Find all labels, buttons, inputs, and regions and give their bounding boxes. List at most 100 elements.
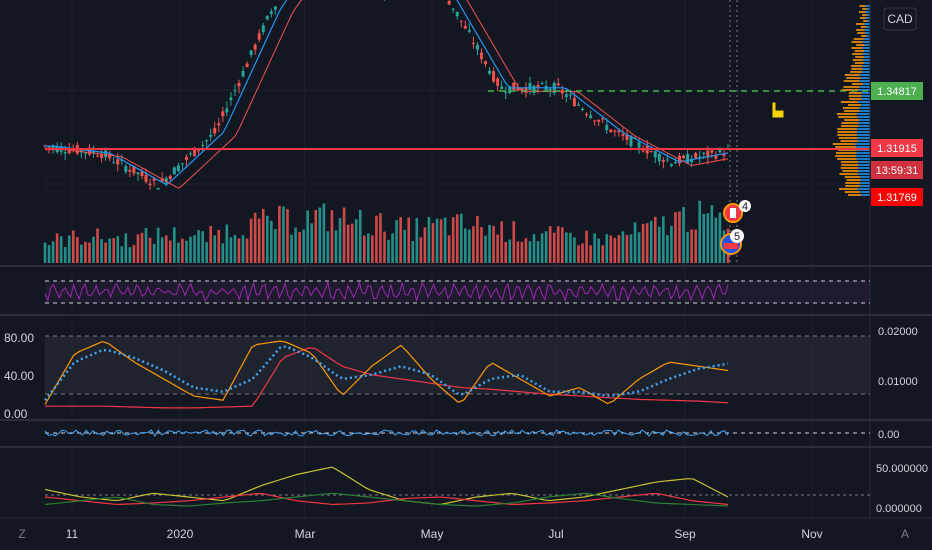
price-pane[interactable]: 4 5 <box>43 0 871 265</box>
volume-profile-bar <box>851 65 863 67</box>
volume-bar <box>197 230 200 263</box>
volume-bar <box>649 220 653 263</box>
us-event-badge[interactable]: 5 <box>720 229 744 255</box>
volume-bar <box>552 232 556 263</box>
volume-profile-bar <box>848 95 862 97</box>
volume-bar <box>419 237 423 263</box>
candle-body <box>152 178 156 181</box>
canada-event-count: 4 <box>742 201 748 213</box>
directional-movement-pane[interactable]: 50.000000 0.000000 <box>44 463 928 515</box>
volume-bar <box>556 226 560 263</box>
volume-bar <box>585 230 588 263</box>
candle-body <box>63 152 67 154</box>
volume-bar <box>427 217 431 263</box>
stochastic-k-line <box>44 340 729 405</box>
volume-bar <box>128 247 132 263</box>
candle-body <box>536 85 540 88</box>
volume-bar <box>641 223 645 263</box>
candle-body <box>132 166 136 174</box>
volume-bar <box>512 221 516 263</box>
volume-bar <box>375 215 378 263</box>
volume-bar <box>447 235 451 263</box>
candle-body <box>475 44 479 50</box>
price-axis[interactable]: CAD 1.34817 1.31915 13:59:31 1.31769 <box>869 0 923 518</box>
volume-profile-bar <box>862 68 870 70</box>
volume-profile-bar <box>841 122 859 124</box>
candle-body <box>253 44 257 50</box>
volume-profile <box>832 5 870 196</box>
volume-bar <box>330 210 334 263</box>
candle-body <box>91 151 95 154</box>
candle-body <box>706 150 710 158</box>
volume-bar <box>399 217 402 263</box>
z-button[interactable]: Z <box>18 527 25 541</box>
volume-bar <box>391 233 394 263</box>
candle-body <box>184 156 188 160</box>
candle-body <box>597 119 601 122</box>
volume-bar <box>573 237 576 263</box>
candle-body <box>601 118 605 120</box>
a-button[interactable]: A <box>901 527 909 541</box>
volume-bar <box>645 223 649 263</box>
candle-body <box>653 151 657 158</box>
volume-profile-bar <box>858 122 870 124</box>
volume-bar <box>160 237 164 263</box>
volume-bar <box>112 238 116 263</box>
stoch-tick-0: 0.00 <box>4 407 28 421</box>
volume-bar <box>193 235 196 263</box>
volume-bar <box>666 235 669 263</box>
time-axis[interactable]: Z 11 2020 Mar May Jul Sep Nov A <box>0 517 932 541</box>
volume-bar <box>455 214 459 263</box>
candle-body <box>479 52 483 60</box>
candle-body <box>455 11 459 17</box>
volume-bar <box>464 228 467 263</box>
volume-bar <box>67 235 71 263</box>
volume-profile-bar <box>836 113 857 115</box>
volume-bar <box>423 227 427 263</box>
volume-bar <box>358 210 362 263</box>
candle-body <box>576 104 580 106</box>
volume-profile-bar <box>856 158 870 160</box>
volume-profile-bar <box>832 143 856 145</box>
volume-bar <box>379 213 382 263</box>
stochastic-pane[interactable]: 80.00 40.00 0.00 0.02000 0.01000 <box>4 326 918 421</box>
volume-bar <box>245 238 249 263</box>
volume-profile-bar <box>856 134 870 136</box>
volume-bar <box>55 233 59 263</box>
volume-bar <box>47 245 51 263</box>
countdown-badge: 13:59:31 <box>871 161 923 179</box>
volume-bar <box>702 213 706 263</box>
volume-bar <box>306 210 309 263</box>
candle-body <box>136 172 140 174</box>
volume-bar <box>229 237 233 263</box>
candle-body <box>168 175 172 179</box>
candle-body <box>217 123 221 126</box>
volume-bar <box>468 229 471 263</box>
volume-bar <box>322 203 326 263</box>
candle-body <box>613 130 617 132</box>
volume-profile-bar <box>865 5 870 7</box>
candle-body <box>108 153 112 159</box>
canada-event-badge[interactable]: 4 <box>723 200 751 223</box>
volume-profile-bar <box>863 50 870 52</box>
volume-bar <box>577 245 580 263</box>
volume-bar <box>569 232 572 263</box>
oscillator-pane-purple[interactable] <box>44 280 870 304</box>
candle-body <box>512 82 516 91</box>
volume-profile-bar <box>861 104 870 106</box>
volume-profile-bar <box>860 182 870 184</box>
volume-bar <box>581 243 584 263</box>
candle-body <box>116 159 120 165</box>
candle-body <box>201 144 205 146</box>
volume-profile-bar <box>859 86 870 88</box>
candle-body <box>104 150 108 158</box>
small-oscillator-pane[interactable]: 0.00 <box>44 429 899 441</box>
volume-profile-bar <box>840 101 859 103</box>
currency-button[interactable]: CAD <box>883 7 917 31</box>
candle-body <box>572 98 576 107</box>
volume-profile-bar <box>856 155 870 157</box>
time-tick: Sep <box>674 527 696 541</box>
volume-profile-bar <box>865 11 870 13</box>
candle-body <box>528 83 532 90</box>
